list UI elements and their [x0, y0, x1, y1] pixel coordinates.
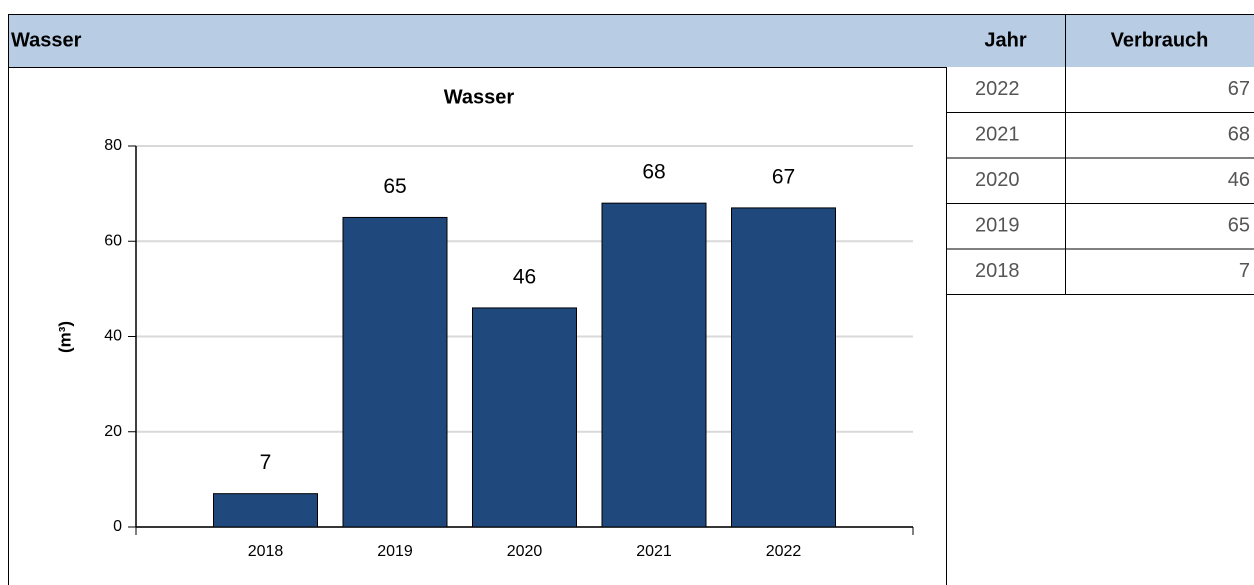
bar — [731, 207, 836, 528]
year-cell: 2019 — [975, 215, 1020, 237]
chart-title: Wasser — [444, 86, 515, 108]
bar — [342, 216, 448, 528]
panel-header — [9, 15, 946, 67]
x-tick-label: 2022 — [766, 543, 802, 560]
y-tick-label: 60 — [104, 232, 122, 249]
year-cell: 2021 — [975, 124, 1020, 146]
x-tick-label: 2018 — [248, 543, 284, 560]
value-cell: 46 — [1228, 169, 1250, 191]
y-tick-label: 40 — [104, 328, 122, 345]
year-cell: 2020 — [975, 169, 1020, 191]
value-cell: 68 — [1228, 124, 1250, 146]
data-label: 7 — [260, 451, 272, 474]
x-tick-label: 2020 — [507, 543, 543, 560]
data-label: 65 — [383, 175, 406, 198]
year-cell: 2018 — [975, 260, 1020, 282]
y-tick-label: 20 — [104, 423, 122, 440]
x-tick-label: 2021 — [636, 543, 672, 560]
y-axis-label: (m³) — [55, 321, 74, 353]
value-cell: 7 — [1239, 260, 1250, 282]
bar — [472, 307, 577, 528]
bar — [213, 493, 318, 528]
table-header — [946, 14, 1254, 67]
panel-title: Wasser — [11, 29, 82, 51]
data-label: 46 — [513, 265, 536, 288]
y-tick-label: 80 — [104, 137, 122, 154]
column-header: Jahr — [984, 29, 1026, 51]
value-cell: 65 — [1228, 215, 1250, 237]
data-label: 67 — [772, 165, 795, 188]
x-tick-label: 2019 — [377, 543, 413, 560]
data-label: 68 — [642, 161, 665, 184]
year-cell: 2022 — [975, 78, 1020, 100]
column-header: Verbrauch — [1111, 29, 1209, 51]
bar — [601, 202, 707, 528]
value-cell: 67 — [1228, 78, 1250, 100]
y-tick-label: 0 — [113, 518, 122, 535]
